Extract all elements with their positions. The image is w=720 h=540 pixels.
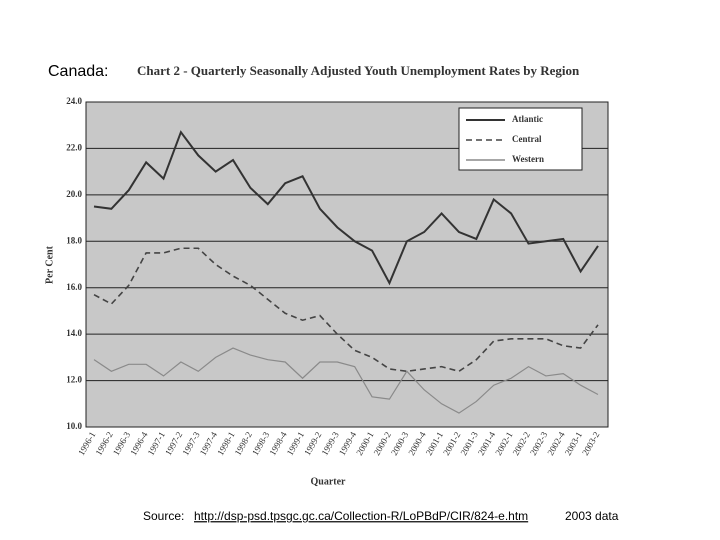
series-line	[93, 130, 599, 286]
y-tick-label: 18.0	[66, 235, 82, 245]
y-axis-label: Per Cent	[44, 245, 55, 284]
y-tick-label: 12.0	[66, 375, 82, 385]
y-tick-label: 24.0	[66, 96, 82, 106]
y-tick-label: 14.0	[66, 328, 82, 338]
source-suffix: 2003 data	[565, 509, 619, 523]
source-link[interactable]: http://dsp-psd.tpsgc.gc.ca/Collection-R/…	[194, 509, 528, 523]
legend-label: Atlantic	[512, 114, 543, 124]
y-tick-label: 22.0	[66, 142, 82, 152]
chart-title: Chart 2 - Quarterly Seasonally Adjusted …	[137, 63, 580, 78]
legend-label: Central	[512, 134, 542, 144]
y-tick-label: 20.0	[66, 189, 82, 199]
series-line	[93, 347, 599, 414]
x-axis-label: Quarter	[311, 476, 347, 487]
legend-label: Western	[512, 154, 544, 164]
series-line	[93, 247, 599, 373]
slide-label: Canada:	[48, 63, 109, 80]
x-tick-label: 2003-2	[580, 430, 601, 457]
source-prefix: Source:	[143, 509, 184, 523]
y-tick-label: 16.0	[66, 282, 82, 292]
y-tick-label: 10.0	[66, 421, 82, 431]
